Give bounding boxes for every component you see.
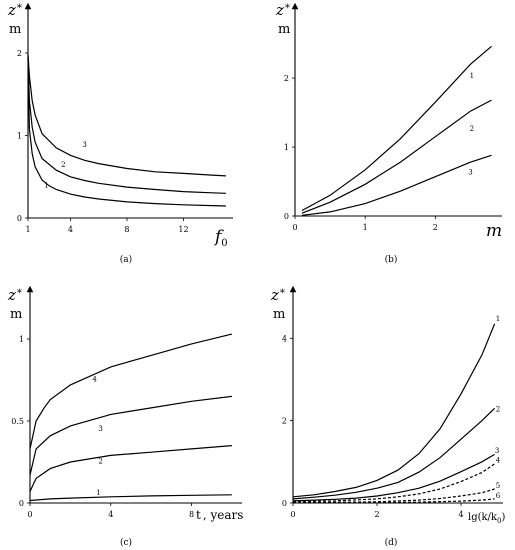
panel-label: (d) xyxy=(385,537,398,548)
series-label-2: 2 xyxy=(61,161,65,169)
series-curve-4 xyxy=(29,333,233,450)
y-axis-var-main: z xyxy=(270,286,279,304)
series-curve-2 xyxy=(301,99,492,214)
series-label-4: 4 xyxy=(92,376,97,384)
series-curve-5 xyxy=(292,488,495,504)
y-axis-var-main: z xyxy=(7,1,16,19)
series-label-2: 2 xyxy=(98,458,102,466)
series-label-4: 4 xyxy=(496,457,501,465)
panel-label: (a) xyxy=(120,254,132,265)
y-tick-label: 1 xyxy=(17,132,22,141)
y-tick-label: 1 xyxy=(284,143,289,152)
series-curve-4 xyxy=(292,463,495,503)
x-tick-label: 1 xyxy=(363,223,368,232)
series-curve-1 xyxy=(29,494,232,502)
y-axis-variable: z* xyxy=(7,286,22,304)
y-axis-unit: m xyxy=(273,307,285,322)
y-tick-label: 0 xyxy=(17,214,22,223)
y-tick-label: 0 xyxy=(282,499,287,508)
y-axis-unit: m xyxy=(278,22,290,37)
y-axis-var-main: z xyxy=(275,1,284,19)
x-axis-variable: lg(k/k0) xyxy=(468,512,505,525)
series-curve-1 xyxy=(27,57,226,207)
series-curve-3 xyxy=(29,395,232,476)
x-tick-label: 12 xyxy=(178,225,188,234)
series-label-6: 6 xyxy=(496,492,501,500)
y-tick-label: 2 xyxy=(284,74,289,83)
series-label-3: 3 xyxy=(495,447,499,455)
y-tick-label: 0 xyxy=(284,212,289,221)
x-var-sub: 0 xyxy=(221,238,227,249)
series-curve-3 xyxy=(301,154,492,216)
series-label-5: 5 xyxy=(496,482,500,490)
series-curve-6 xyxy=(292,498,495,504)
panel-label: (c) xyxy=(120,537,132,548)
panel-label: (b) xyxy=(385,254,398,265)
y-axis-variable: z* xyxy=(275,1,290,19)
x-axis-variable: f0 xyxy=(213,227,228,249)
y-axis-var-sub: * xyxy=(285,3,290,14)
y-tick-label: 2 xyxy=(17,49,22,58)
series-label-2: 2 xyxy=(470,125,474,133)
y-tick-label: 0.5 xyxy=(11,417,24,426)
chart-panel-4: z* m 0 2 4 0 2 4 1 2 3 4 5 6 (d) xyxy=(270,285,503,548)
x-axis-variable: t, years xyxy=(196,508,243,522)
x-tick-label: 1 xyxy=(25,225,30,234)
series-label-2: 2 xyxy=(496,406,500,414)
y-axis-var-sub: * xyxy=(17,3,22,14)
series-label-3: 3 xyxy=(468,169,472,177)
series-label-1: 1 xyxy=(96,489,100,497)
y-tick-label: 2 xyxy=(282,417,287,426)
y-axis-var-sub: * xyxy=(17,288,22,299)
series-curve-2 xyxy=(292,407,496,500)
series-curve-2 xyxy=(29,445,232,492)
y-tick-label: 4 xyxy=(282,334,287,343)
series-label-1: 1 xyxy=(496,315,500,323)
series-curve-1 xyxy=(301,45,492,212)
x-tick-label: 4 xyxy=(68,225,73,234)
series-curve-1 xyxy=(292,323,496,498)
x-tick-label: 2 xyxy=(374,510,379,519)
x-tick-label: 2 xyxy=(433,223,438,232)
series-label-1: 1 xyxy=(470,72,474,80)
series-label-1: 1 xyxy=(44,181,48,189)
x-tick-label: 8 xyxy=(124,225,129,234)
x-var-sub: 0 xyxy=(497,517,501,525)
x-var-main: lg(k/k xyxy=(468,512,498,523)
x-axis-variable: m xyxy=(486,221,502,241)
series-label-3: 3 xyxy=(98,425,102,433)
chart-panel-2: z* m 0 1 2 0 1 2 1 2 3 (b) xyxy=(275,1,502,265)
x-tick-label: 0 xyxy=(290,510,295,519)
x-var-close: ) xyxy=(501,512,505,523)
x-tick-label: 8 xyxy=(189,510,194,519)
y-axis-variable: z* xyxy=(270,286,285,304)
x-tick-label: 0 xyxy=(292,223,297,232)
x-tick-label: 4 xyxy=(458,510,463,519)
series-curve-3 xyxy=(27,54,226,177)
x-var-unit: , years xyxy=(203,508,244,522)
y-axis-var-main: z xyxy=(7,286,16,304)
y-tick-label: 1 xyxy=(19,335,24,344)
y-tick-label: 0 xyxy=(19,499,24,508)
y-axis-unit: m xyxy=(10,307,22,322)
y-axis-variable: z* xyxy=(7,1,22,19)
series-label-3: 3 xyxy=(82,141,86,149)
y-axis-unit: m xyxy=(9,22,21,37)
series-curve-2 xyxy=(27,55,226,194)
y-axis-var-sub: * xyxy=(280,288,285,299)
x-tick-label: 4 xyxy=(108,510,113,519)
x-var-main: t xyxy=(196,508,201,522)
x-var-main: f xyxy=(213,227,224,247)
chart-panel-3: z* m 0 4 8 0 0.5 1 1 2 3 4 (c) xyxy=(7,285,242,548)
series-curve-3 xyxy=(292,453,495,502)
x-tick-label: 0 xyxy=(27,510,32,519)
